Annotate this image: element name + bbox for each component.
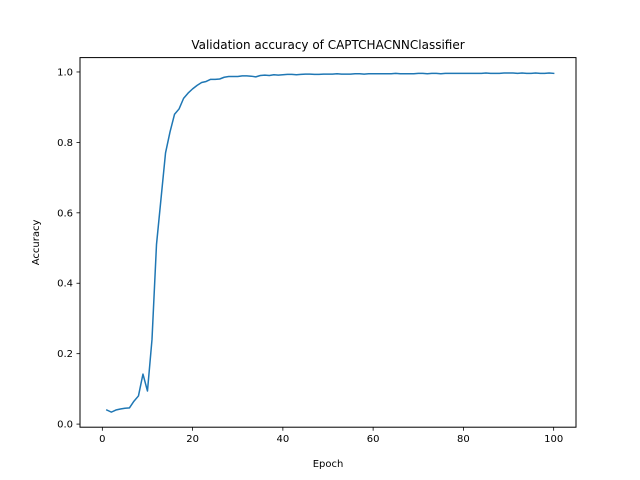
y-tick-label: 0.4 (57, 279, 73, 290)
x-tick-label: 100 (544, 434, 563, 445)
x-tick-label: 20 (186, 434, 199, 445)
y-tick-label: 0.2 (57, 349, 73, 360)
accuracy-series-line (105, 72, 555, 413)
y-tick-label: 0.6 (57, 208, 73, 219)
plot-layer (105, 72, 555, 413)
y-tick-label: 0.8 (57, 138, 73, 149)
chart-title: Validation accuracy of CAPTCHACNNClassif… (191, 38, 464, 52)
y-tick-label: 1.0 (57, 67, 73, 78)
x-tick-label: 60 (367, 434, 380, 445)
x-axis-label: Epoch (313, 459, 344, 470)
x-tick-label: 0 (99, 434, 105, 445)
plot-frame (79, 57, 577, 428)
x-axis-ticks: 0 20 40 60 80 100 (99, 427, 563, 445)
x-tick-label: 40 (277, 434, 290, 445)
x-tick-label: 80 (457, 434, 470, 445)
y-axis-ticks: 0.0 0.2 0.4 0.6 0.8 1.0 (57, 67, 80, 431)
y-tick-label: 0.0 (57, 420, 73, 431)
y-axis-label: Accuracy (31, 219, 42, 265)
